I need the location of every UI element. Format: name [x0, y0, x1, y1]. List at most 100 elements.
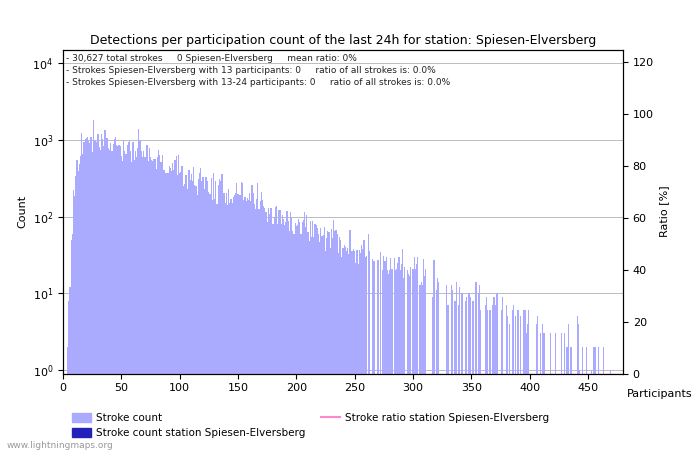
Bar	[94, 141, 95, 450]
Bar	[144, 157, 146, 450]
Bar	[435, 290, 437, 450]
Bar	[251, 184, 253, 450]
Bar	[475, 282, 477, 450]
Bar	[115, 137, 116, 450]
Bar	[237, 194, 239, 450]
Bar	[360, 253, 361, 450]
Bar	[171, 171, 172, 450]
Bar	[202, 177, 204, 450]
Bar	[454, 301, 456, 450]
Bar	[216, 204, 218, 450]
Bar	[528, 310, 529, 450]
Bar	[487, 310, 489, 450]
Bar	[85, 138, 87, 450]
Bar	[141, 158, 143, 450]
Bar	[227, 205, 228, 450]
Bar	[127, 142, 129, 450]
Bar	[344, 247, 346, 450]
Bar	[543, 333, 545, 450]
Bar	[316, 229, 318, 450]
Bar	[354, 251, 355, 450]
Bar	[274, 207, 276, 450]
Bar	[333, 220, 335, 450]
Bar	[414, 269, 416, 450]
Bar	[207, 181, 209, 450]
Bar	[109, 150, 111, 450]
Bar	[517, 310, 519, 450]
Bar	[262, 200, 263, 450]
Bar	[291, 218, 293, 450]
Bar	[438, 282, 440, 450]
Bar	[102, 139, 104, 450]
Bar	[374, 261, 375, 450]
Bar	[288, 231, 290, 450]
Bar	[188, 171, 190, 450]
Bar	[304, 212, 305, 450]
Bar	[323, 227, 325, 450]
Bar	[139, 140, 141, 450]
Bar	[81, 133, 83, 450]
Bar	[391, 269, 393, 450]
Bar	[277, 224, 279, 450]
Bar	[403, 278, 405, 450]
Bar	[178, 155, 179, 450]
Bar	[412, 269, 414, 450]
Bar	[507, 316, 508, 450]
Bar	[489, 310, 491, 450]
Bar	[570, 347, 571, 450]
Bar	[295, 226, 297, 450]
Bar	[176, 175, 178, 450]
Bar	[256, 199, 258, 450]
Bar	[174, 160, 176, 450]
Bar	[69, 287, 71, 450]
Bar	[246, 198, 248, 450]
Bar	[396, 269, 398, 450]
Bar	[458, 305, 459, 450]
Bar	[279, 210, 281, 450]
Bar	[220, 180, 221, 450]
Bar	[353, 249, 354, 450]
Bar	[101, 135, 102, 450]
Bar	[452, 290, 454, 450]
Bar	[472, 301, 473, 450]
Bar	[234, 195, 235, 450]
Bar	[524, 310, 526, 450]
Bar	[265, 212, 267, 450]
Bar	[368, 234, 370, 450]
Bar	[95, 140, 97, 450]
Bar	[594, 347, 596, 450]
Bar	[106, 138, 108, 450]
Bar	[169, 168, 171, 450]
Bar	[389, 270, 391, 450]
Bar	[468, 293, 470, 450]
Bar	[255, 209, 256, 450]
Bar	[232, 197, 234, 450]
Bar	[382, 270, 384, 450]
Bar	[461, 293, 463, 450]
Bar	[190, 174, 192, 450]
Bar	[351, 252, 353, 450]
Bar	[67, 347, 69, 450]
Bar	[477, 293, 479, 450]
Bar	[284, 225, 286, 450]
Bar	[340, 239, 342, 450]
Bar	[571, 347, 573, 450]
Bar	[104, 130, 106, 450]
Bar	[80, 157, 81, 450]
Bar	[400, 264, 402, 450]
Bar	[298, 219, 300, 450]
Bar	[365, 256, 367, 450]
Bar	[314, 225, 316, 450]
Bar	[512, 305, 514, 450]
Bar	[505, 305, 507, 450]
Bar	[361, 245, 363, 450]
Bar	[244, 197, 246, 450]
Bar	[312, 221, 314, 450]
Bar	[379, 252, 381, 450]
Bar	[356, 250, 358, 450]
Bar	[267, 208, 269, 450]
Bar	[407, 274, 409, 450]
Bar	[393, 258, 395, 450]
Text: Participants: Participants	[626, 389, 692, 399]
Y-axis label: Ratio [%]: Ratio [%]	[659, 186, 669, 237]
